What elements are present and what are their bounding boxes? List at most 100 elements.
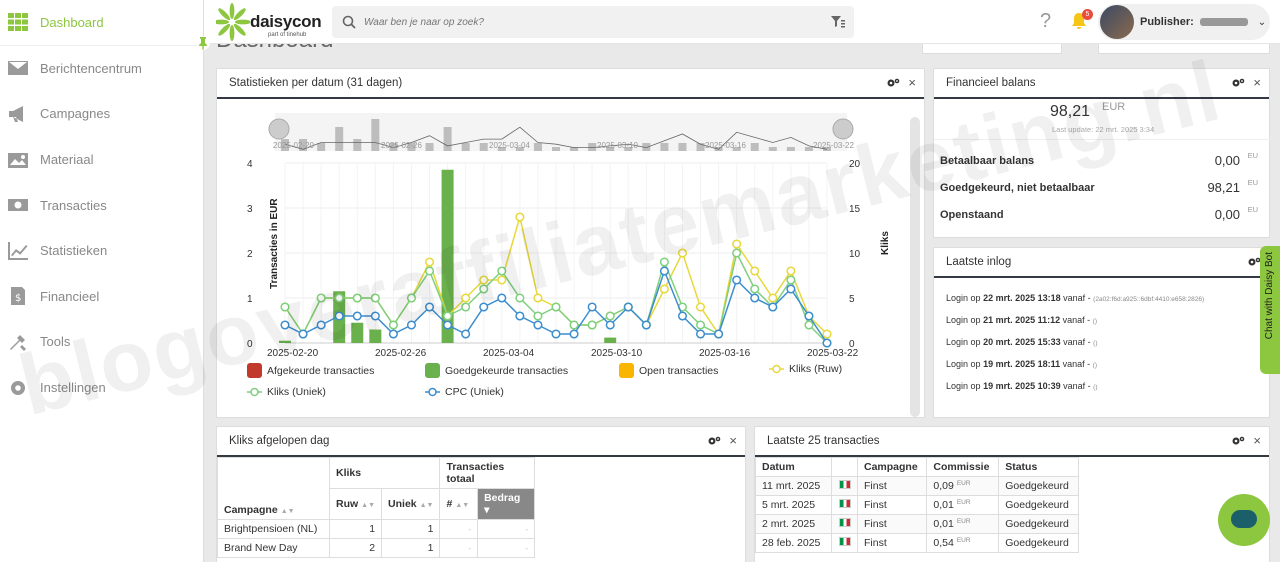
navigator-bar bbox=[443, 127, 452, 151]
column-header-datum[interactable]: Datum bbox=[755, 457, 832, 477]
sidebar-item-label: Berichtencentrum bbox=[40, 60, 142, 76]
chat-daisy-bot-tab[interactable]: Chat with Daisy Bot bbox=[1260, 246, 1280, 374]
series-point bbox=[497, 266, 507, 276]
legend-item[interactable]: Open transacties bbox=[619, 363, 718, 378]
legend-item[interactable]: Kliks (Uniek) bbox=[247, 386, 326, 398]
navigator-tick-label: 2025-02-26 bbox=[381, 141, 422, 150]
tools-icon bbox=[8, 333, 28, 351]
column-group-transacties: Transacties totaal bbox=[439, 457, 535, 489]
header-button[interactable] bbox=[922, 44, 1062, 54]
series-point bbox=[424, 266, 435, 276]
chat-bubble-button[interactable] bbox=[1218, 494, 1270, 546]
user-menu[interactable]: Publisher: ⌄ bbox=[1098, 4, 1270, 40]
sidebar-item-financieel[interactable]: $ Financieel bbox=[0, 274, 203, 320]
pin-icon[interactable] bbox=[196, 36, 210, 50]
navigator-bar bbox=[732, 147, 741, 151]
column-header-flag bbox=[831, 457, 858, 477]
sidebar-item-instellingen[interactable]: Instellingen bbox=[0, 365, 203, 411]
column-header-campagne[interactable]: Campagne ▲▼ bbox=[217, 457, 330, 520]
sidebar-item-berichtencentrum[interactable]: Berichtencentrum bbox=[0, 46, 203, 92]
sidebar-item-campagnes[interactable]: Campagnes bbox=[0, 91, 203, 137]
x-tick-label: 2025-03-04 bbox=[483, 348, 535, 359]
divider bbox=[934, 139, 1271, 140]
sidebar-item-statistieken[interactable]: Statistieken bbox=[0, 228, 203, 274]
table-row[interactable]: 2 mrt. 2025 Finst 0,01 EUR Goedgekeurd bbox=[755, 514, 1079, 534]
daisycon-logo[interactable]: daisycon part of tinehub bbox=[213, 2, 322, 42]
sidebar-item-materiaal[interactable]: Materiaal bbox=[0, 137, 203, 183]
settings-gears-icon[interactable] bbox=[1231, 77, 1245, 89]
sidebar-item-label: Tools bbox=[40, 334, 71, 350]
series-point bbox=[424, 257, 435, 267]
table-row[interactable]: Brand New Day 2 1 - - bbox=[217, 538, 535, 558]
sidebar-item-transacties[interactable]: Transacties bbox=[0, 182, 203, 228]
settings-gears-icon[interactable] bbox=[707, 435, 721, 447]
header-button[interactable] bbox=[1098, 44, 1270, 54]
series-point bbox=[822, 338, 832, 348]
close-icon[interactable]: × bbox=[729, 433, 737, 448]
legend-item[interactable]: CPC (Uniek) bbox=[425, 386, 504, 398]
navigator-line bbox=[284, 126, 828, 150]
filter-icon[interactable] bbox=[830, 14, 846, 30]
series-point bbox=[605, 311, 615, 321]
column-header-count[interactable]: # ▲▼ bbox=[439, 488, 479, 520]
column-header-ruw[interactable]: Ruw ▲▼ bbox=[328, 488, 383, 520]
series-point bbox=[750, 293, 760, 303]
series-point bbox=[551, 302, 561, 312]
column-header-uniek[interactable]: Uniek ▲▼ bbox=[381, 488, 441, 520]
series-point bbox=[695, 302, 706, 312]
y-right-tick-label: 10 bbox=[849, 249, 861, 260]
column-header-campagne[interactable]: Campagne bbox=[856, 457, 928, 477]
y-left-tick-label: 3 bbox=[247, 204, 253, 215]
column-header-commissie[interactable]: Commissie bbox=[926, 457, 1000, 477]
series-point bbox=[587, 302, 597, 312]
settings-gears-icon[interactable] bbox=[1247, 256, 1261, 268]
settings-gears-icon[interactable] bbox=[1231, 435, 1245, 447]
navigator-bar bbox=[678, 143, 687, 151]
series-point bbox=[786, 266, 796, 276]
series-point bbox=[298, 329, 308, 339]
navigator-bar bbox=[786, 147, 795, 151]
navigator-bar bbox=[642, 143, 651, 151]
close-icon[interactable]: × bbox=[908, 75, 916, 90]
scrollbar[interactable] bbox=[910, 117, 920, 417]
column-header-bedrag[interactable]: Bedrag ▾ bbox=[477, 488, 535, 520]
series-point bbox=[551, 329, 561, 339]
user-name-redacted bbox=[1199, 18, 1248, 26]
table-row[interactable]: Brightpensioen (NL) 1 1 - - bbox=[217, 519, 535, 539]
series-point bbox=[424, 302, 435, 312]
legend-item[interactable]: Goedgekeurde transacties bbox=[425, 363, 568, 378]
search-input[interactable] bbox=[364, 16, 804, 28]
series-point bbox=[461, 302, 471, 312]
series-point bbox=[316, 320, 326, 330]
balance-total: 98,21 bbox=[1050, 103, 1091, 120]
balance-label: Openstaand bbox=[940, 209, 1004, 221]
legend-label: Kliks (Uniek) bbox=[267, 386, 326, 398]
transactions-panel: Laatste 25 transacties × Datum Campagne … bbox=[754, 426, 1270, 562]
settings-gears-icon[interactable] bbox=[886, 77, 900, 89]
navigator-bar bbox=[299, 139, 308, 151]
help-icon[interactable]: ? bbox=[1040, 10, 1052, 32]
balance-unit: EU bbox=[1247, 205, 1258, 214]
table-row[interactable]: 28 feb. 2025 Finst 0,54 EUR Goedgekeurd bbox=[755, 533, 1079, 553]
legend-swatch bbox=[425, 363, 440, 378]
close-icon[interactable]: × bbox=[1253, 75, 1261, 90]
series-point bbox=[768, 302, 778, 312]
sidebar-item-dashboard[interactable]: Dashboard bbox=[0, 0, 203, 46]
stats-panel: Statistieken per datum (31 dagen) × 2025… bbox=[216, 68, 925, 418]
table-row[interactable]: 5 mrt. 2025 Finst 0,01 EUR Goedgekeurd bbox=[755, 495, 1079, 515]
x-tick-label: 2025-03-10 bbox=[591, 348, 643, 359]
table-row[interactable]: 11 mrt. 2025 Finst 0,09 EUR Goedgekeurd bbox=[755, 476, 1079, 496]
legend-item[interactable]: Kliks (Ruw) bbox=[769, 363, 842, 375]
balance-value: 0,00 bbox=[1214, 207, 1240, 222]
series-point bbox=[659, 257, 669, 267]
series-point bbox=[280, 320, 290, 330]
column-header-status[interactable]: Status bbox=[998, 457, 1079, 477]
close-icon[interactable]: × bbox=[1253, 433, 1261, 448]
clicks-table: Campagne ▲▼ Kliks Transacties totaal Ruw ▲… bbox=[217, 457, 535, 558]
panel-title: Laatste 25 transacties bbox=[767, 435, 880, 447]
series-point bbox=[280, 302, 290, 312]
search-bar[interactable] bbox=[332, 6, 854, 38]
legend-item[interactable]: Afgekeurde transacties bbox=[247, 363, 374, 378]
sidebar-item-tools[interactable]: Tools bbox=[0, 319, 203, 365]
x-tick-label: 2025-03-22 bbox=[807, 348, 859, 359]
